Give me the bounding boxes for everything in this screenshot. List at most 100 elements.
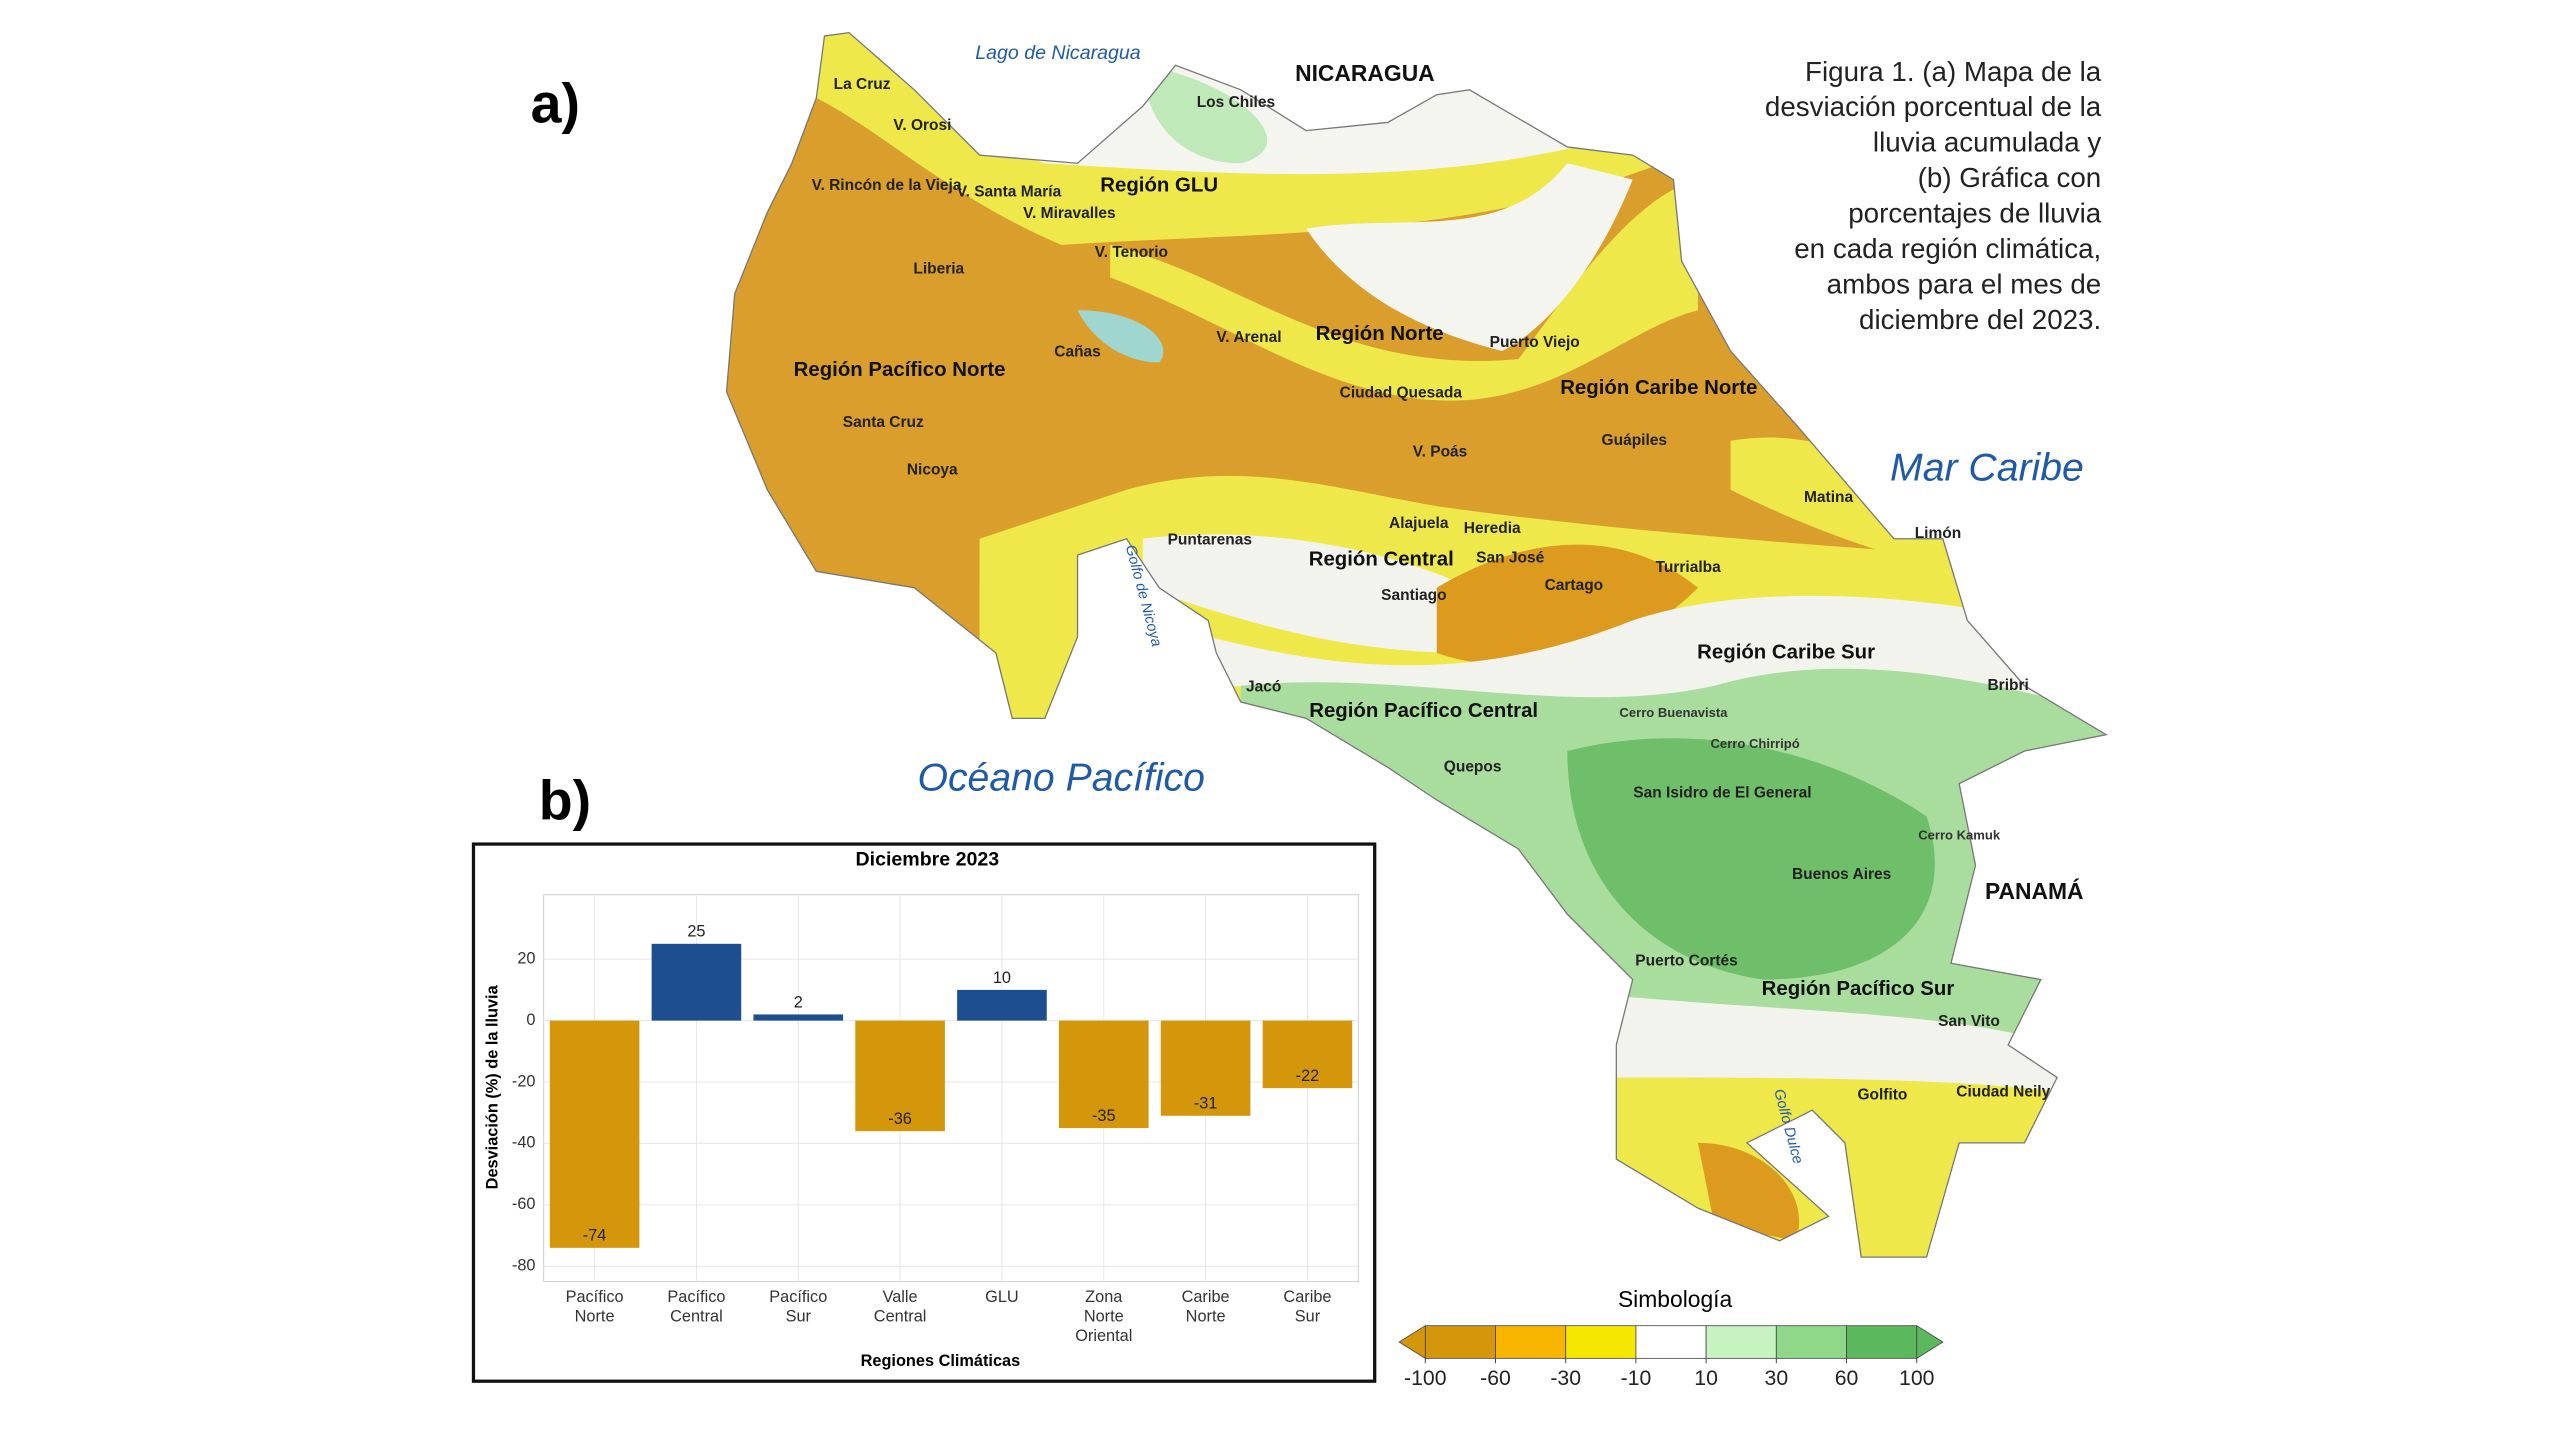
colorbar-segment (1565, 1325, 1637, 1359)
map-label: Bribri (1987, 677, 2028, 694)
x-axis-label: Regiones Climáticas (861, 1352, 1021, 1370)
map-label: Alajuela (1389, 515, 1449, 532)
x-tick-label: Caribe Norte (1182, 1288, 1230, 1326)
colorbar-tick-label: -30 (1550, 1367, 1581, 1390)
x-tick-label: GLU (985, 1288, 1019, 1306)
caption-line: desviación porcentual de la (1765, 91, 2102, 122)
map-label: Lago de Nicaragua (975, 42, 1141, 64)
colorbar-tick-label: 60 (1835, 1367, 1859, 1390)
map-label: Región Pacífico Norte (794, 359, 1006, 381)
panel-label: b) (539, 770, 591, 832)
map-label: Región GLU (1100, 175, 1218, 197)
bar (549, 1020, 640, 1248)
bar (855, 1020, 945, 1132)
map-label: Quepos (1444, 758, 1502, 775)
colorbar-tick-label: -10 (1621, 1367, 1652, 1390)
caption-line: lluvia acumulada y (1873, 127, 2101, 158)
map-label: V. Miravalles (1023, 205, 1116, 222)
map-label: San José (1476, 549, 1544, 566)
map-label: PANAMÁ (1985, 878, 2084, 904)
x-tick-label: Caribe Sur (1283, 1288, 1331, 1326)
map-label: Cerro Chirripó (1711, 736, 1800, 751)
caption-line: (b) Gráfica con (1918, 162, 2102, 193)
x-tick-label: Pacífico Sur (769, 1288, 827, 1326)
map-label: Región Caribe Sur (1697, 641, 1875, 663)
y-tick-label: -20 (512, 1072, 536, 1090)
y-tick-label: -80 (512, 1257, 536, 1275)
caption-line: porcentajes de lluvia (1848, 198, 2102, 229)
map-label: NICARAGUA (1295, 60, 1435, 86)
bar (957, 989, 1047, 1021)
map-label: Turrialba (1656, 559, 1722, 576)
map-label: Liberia (913, 260, 964, 277)
map-label: V. Poás (1413, 443, 1468, 460)
bar (753, 1014, 844, 1021)
colorbar-arrow (1916, 1324, 1944, 1360)
map-label: Cerro Kamuk (1918, 827, 2001, 842)
map-label: Limón (1915, 525, 1962, 542)
map-label: V. Santa María (957, 184, 1062, 201)
map-label: Guápiles (1602, 432, 1667, 449)
bar (651, 943, 742, 1021)
colorbar-segment (1775, 1325, 1847, 1359)
map-label: Cañas (1054, 344, 1101, 361)
map-label: Matina (1804, 489, 1853, 506)
map-label: Los Chiles (1197, 94, 1275, 111)
map-label: Cartago (1545, 577, 1604, 594)
map-label: Mar Caribe (1890, 447, 2084, 490)
caption-line: ambos para el mes de (1827, 268, 2102, 299)
colorbar-tick-label: -60 (1480, 1367, 1511, 1390)
colorbar: -100 -60 -30 -10 10 30 60 100 (1398, 1324, 1944, 1390)
colorbar-segment (1424, 1325, 1496, 1359)
colorbar-segment (1495, 1325, 1567, 1359)
y-tick-label: -60 (512, 1195, 536, 1213)
map-label: La Cruz (834, 76, 891, 93)
data-label: -22 (1296, 1067, 1320, 1085)
map-label: Heredia (1464, 520, 1521, 537)
map-label: Océano Pacífico (918, 757, 1205, 800)
map-label: Santiago (1381, 587, 1446, 604)
map-label: San Vito (1938, 1013, 2000, 1030)
bar-chart: 20 0 -20 -40 -60 -80 Pacífico Norte -74 Pacífico C… (512, 894, 1359, 1345)
map-label: V. Orosi (893, 117, 951, 134)
data-label: 10 (993, 969, 1011, 987)
colorbar-tick-label: -100 (1404, 1367, 1446, 1390)
map-label: Región Central (1309, 548, 1454, 570)
chart-title: Diciembre 2023 (856, 849, 1000, 871)
caption: Figura 1. (a) Mapa de la desviación porce… (1765, 56, 2102, 335)
colorbar-tick-label: 10 (1694, 1367, 1718, 1390)
colorbar-tick-label: 100 (1899, 1367, 1934, 1390)
caption-line: en cada región climática, (1794, 233, 2101, 264)
map-label: Santa Cruz (843, 414, 924, 431)
map-label: Jacó (1246, 678, 1281, 695)
map-label: Región Pacífico Sur (1762, 978, 1955, 1000)
x-tick-label: Pacífico Norte (566, 1288, 624, 1326)
data-label: 25 (687, 923, 705, 941)
x-tick-label: Zona Norte Oriental (1075, 1288, 1132, 1345)
bar (1058, 1020, 1149, 1129)
caption-line: Figura 1. (a) Mapa de la (1805, 56, 2102, 87)
map-label: Golfito (1857, 1087, 1907, 1104)
colorbar-arrow (1398, 1324, 1426, 1360)
data-label: -36 (888, 1110, 912, 1128)
map-label: V. Tenorio (1095, 244, 1168, 261)
y-tick-label: -40 (512, 1134, 536, 1152)
x-tick-label: Pacífico Central (667, 1288, 725, 1326)
data-label: -74 (583, 1227, 607, 1245)
colorbar-title: Simbología (1618, 1286, 1733, 1312)
map-label: Nicoya (907, 461, 958, 478)
map-label: V. Arenal (1216, 329, 1281, 346)
x-tick-label: Valle Central (874, 1288, 927, 1326)
y-tick-label: 0 (526, 1011, 535, 1029)
colorbar-segment (1635, 1325, 1707, 1359)
map-label: V. Rincón de la Vieja (812, 177, 962, 194)
map-label: Región Pacífico Central (1309, 700, 1538, 722)
map-label: Puntarenas (1168, 531, 1252, 548)
map-label: Ciudad Quesada (1340, 385, 1463, 402)
bar (1262, 1020, 1353, 1089)
colorbar-segment (1846, 1325, 1918, 1359)
map-label: Buenos Aires (1792, 866, 1891, 883)
data-label: 2 (794, 993, 803, 1011)
map-label: Cerro Buenavista (1619, 705, 1728, 720)
